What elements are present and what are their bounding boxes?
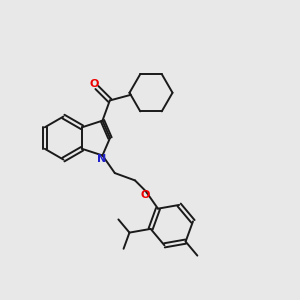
Text: O: O	[89, 79, 99, 89]
Text: N: N	[97, 154, 106, 164]
Text: O: O	[141, 190, 150, 200]
